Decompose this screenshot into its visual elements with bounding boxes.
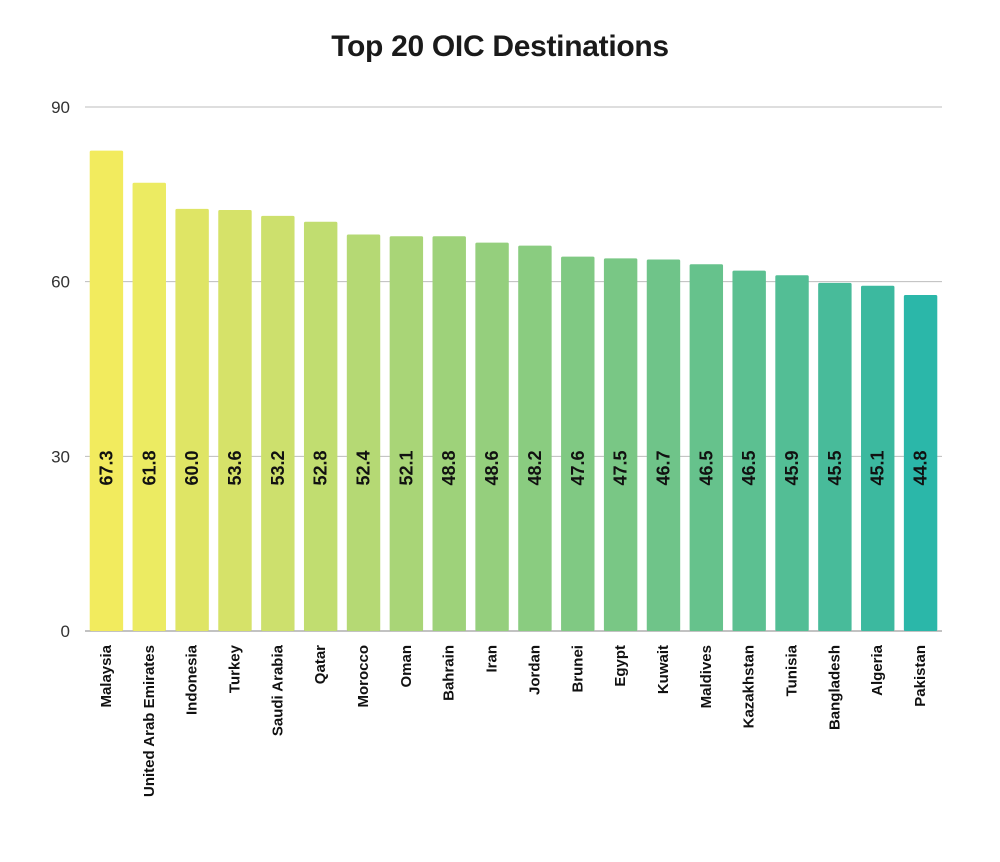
data-label: 45.5 — [825, 450, 845, 485]
data-label: 53.6 — [225, 450, 245, 485]
bar-jordan — [518, 245, 552, 631]
data-label: 47.5 — [611, 450, 631, 485]
bar-united-arab-emirates — [132, 182, 166, 631]
bar-saudi-arabia — [261, 215, 295, 631]
bar-kuwait — [646, 259, 681, 631]
data-label: 61.8 — [139, 450, 159, 485]
x-tick-label: Morocco — [355, 645, 372, 708]
y-tick-label: 90 — [51, 98, 70, 117]
gridlines — [85, 106, 942, 632]
bar-pakistan — [903, 295, 938, 631]
x-tick-label: Turkey — [226, 644, 243, 693]
bar-qatar — [303, 221, 338, 631]
y-tick-label: 30 — [51, 447, 70, 466]
x-tick-label: Saudi Arabia — [269, 644, 286, 736]
bar-oman — [389, 236, 424, 631]
data-label: 46.7 — [653, 450, 673, 485]
bar-morocco — [346, 234, 381, 632]
y-tick-label: 0 — [61, 622, 70, 641]
data-label: 44.8 — [911, 450, 931, 485]
data-label: 46.5 — [739, 450, 759, 485]
x-tick-label: Maldives — [698, 645, 715, 708]
x-tick-label: Algeria — [869, 644, 886, 696]
x-tick-label: Kazakhstan — [741, 645, 758, 728]
x-tick-label: Qatar — [312, 645, 329, 684]
bar-bahrain — [432, 236, 466, 631]
data-labels: 67.3 61.8 60.0 53.6 53.2 52.8 52.4 52.1 48.8 48.6… — [96, 450, 930, 485]
y-tick-label: 60 — [51, 273, 70, 292]
data-label: 45.1 — [868, 450, 888, 485]
data-label: 48.6 — [482, 450, 502, 485]
x-tick-label: Bahrain — [441, 645, 458, 701]
x-tick-label: Indonesia — [184, 644, 201, 715]
bar-algeria — [861, 285, 895, 631]
bars — [89, 150, 938, 632]
data-label: 60.0 — [182, 450, 202, 485]
x-tick-label: Egypt — [612, 645, 629, 687]
chart-title: Top 20 OIC Destinations — [331, 30, 669, 63]
axes: 0 30 60 90 Malaysia United Arab Emirates Indon… — [51, 98, 929, 797]
data-label: 52.1 — [396, 450, 416, 485]
x-tick-label: Pakistan — [912, 645, 929, 707]
bar-iran — [475, 242, 509, 631]
x-tick-label: Bangladesh — [826, 645, 843, 730]
data-label: 48.2 — [525, 450, 545, 485]
data-label: 47.6 — [568, 450, 588, 485]
x-tick-label: United Arab Emirates — [141, 645, 158, 797]
bar-malaysia — [89, 150, 124, 631]
x-tick-label: Oman — [398, 645, 415, 688]
x-tick-label: Brunei — [569, 645, 586, 693]
data-label: 67.3 — [96, 450, 116, 485]
x-tick-label: Tunisia — [784, 644, 801, 696]
bar-bangladesh — [818, 282, 852, 631]
bar-indonesia — [175, 208, 209, 631]
data-label: 46.5 — [696, 450, 716, 485]
data-label: 52.4 — [354, 450, 374, 485]
data-label: 52.8 — [311, 450, 331, 485]
x-tick-label: Iran — [484, 645, 501, 673]
data-label: 45.9 — [782, 450, 802, 485]
bar-maldives — [689, 264, 724, 631]
bar-tunisia — [775, 275, 809, 631]
x-tick-label: Kuwait — [655, 645, 672, 694]
x-tick-label: Malaysia — [98, 644, 115, 707]
bar-egypt — [603, 258, 638, 631]
x-tick-label: Jordan — [526, 645, 543, 695]
data-label: 48.8 — [439, 450, 459, 485]
data-label: 53.2 — [268, 450, 288, 485]
bar-turkey — [218, 210, 252, 631]
bar-brunei — [561, 256, 595, 631]
bar-kazakhstan — [732, 270, 766, 631]
